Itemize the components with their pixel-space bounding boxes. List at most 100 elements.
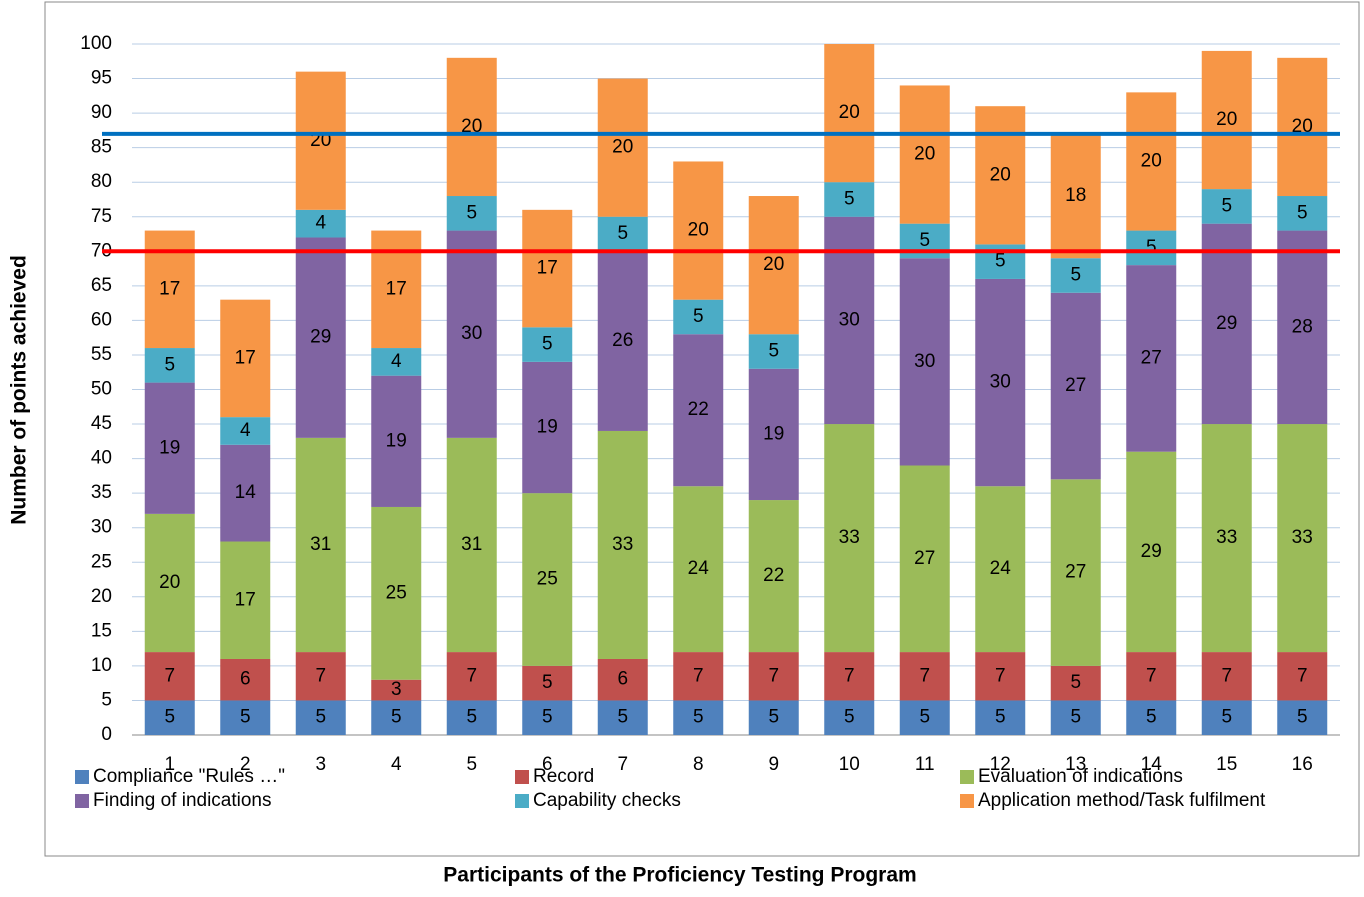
bar-segment [295,700,346,735]
data-label: 7 [466,665,477,686]
data-label: 20 [990,164,1011,185]
data-label: 27 [1065,562,1086,583]
data-label: 5 [240,707,251,728]
y-tick-label: 10 [91,655,112,676]
bar-segment [1050,292,1101,480]
data-label: 27 [914,548,935,569]
bar-segment [295,209,346,238]
bar-segment [597,700,648,735]
data-label: 7 [844,665,855,686]
data-label: 20 [914,144,935,165]
bar-segment [1050,133,1101,259]
bar-segment [144,513,195,653]
bar-segment [597,430,648,659]
data-label: 7 [919,665,930,686]
y-tick-label: 15 [91,620,112,641]
data-label: 5 [542,334,553,355]
data-label: 3 [391,679,402,700]
bar-segment [597,658,648,701]
bar-segment [371,700,422,735]
data-label: 5 [1221,707,1232,728]
y-tick-label: 45 [91,413,112,434]
legend-label: Compliance "Rules …" [93,766,285,787]
data-label: 24 [688,558,710,579]
bar-segment [446,230,497,438]
data-label: 7 [164,665,175,686]
data-label: 5 [995,707,1006,728]
bar-segment [597,216,648,252]
bar-segment [220,444,271,542]
legend-swatch [960,770,974,784]
bar-segment [1126,700,1177,735]
data-label: 25 [386,582,407,603]
data-label: 28 [1292,316,1313,337]
data-label: 33 [612,534,633,555]
bar-segment [371,679,422,701]
y-tick-label: 35 [91,482,112,503]
data-label: 5 [768,707,779,728]
x-tick-label: 5 [466,754,477,775]
bar-segment [220,541,271,659]
bar-segment [1201,50,1252,190]
x-tick-label: 8 [693,754,704,775]
data-label: 31 [461,534,482,555]
bar-segment [1277,700,1328,735]
y-tick-label: 85 [91,137,112,158]
legend-label: Evaluation of indications [978,766,1183,787]
bar-segment [295,237,346,438]
data-label: 5 [995,251,1006,272]
data-label: 17 [159,278,180,299]
data-label: 5 [391,707,402,728]
data-label: 19 [386,430,407,451]
y-tick-label: 30 [91,517,112,538]
bar-segment [522,493,573,666]
data-label: 33 [1292,527,1313,548]
data-label: 31 [310,534,331,555]
bar-segment [1277,57,1328,197]
data-label: 30 [914,351,935,372]
bar-segment [673,299,724,335]
data-label: 20 [1292,116,1313,137]
chart-border [44,1,1360,857]
y-tick-label: 60 [91,309,112,330]
data-label: 20 [839,102,860,123]
data-label: 5 [1146,707,1157,728]
x-tick-label: 14 [1141,754,1163,775]
data-label: 30 [839,309,860,330]
data-label: 14 [235,482,257,503]
bar-segment [220,417,271,445]
data-label: 29 [310,327,331,348]
data-label: 5 [466,707,477,728]
y-tick-label: 55 [91,344,112,365]
bar-segment [144,348,195,383]
x-tick-label: 9 [768,754,779,775]
bar-segment [673,334,724,487]
bar-segment [748,196,799,335]
y-tick-label: 80 [91,171,112,192]
bar-segment [522,665,573,701]
data-label: 5 [693,306,704,327]
bar-segment [144,652,195,701]
bar-segment [597,78,648,217]
bar-segment [446,196,497,231]
bar-segment [899,652,950,701]
bar-segment [220,658,271,701]
legend-label: Finding of indications [93,790,272,811]
bar-segment [748,500,799,653]
data-label: 5 [1221,195,1232,216]
bar-segment [1050,665,1101,701]
bar-segment [1050,700,1101,735]
data-label: 5 [542,707,553,728]
bar-segment [522,700,573,735]
data-label: 33 [839,527,860,548]
x-tick-label: 16 [1292,754,1313,775]
bar-segment [522,327,573,362]
bar-segment [824,424,875,653]
bar-segment [975,700,1026,735]
y-tick-label: 40 [91,448,112,469]
data-label: 5 [844,188,855,209]
y-tick-label: 65 [91,275,112,296]
bar-segment [1126,652,1177,701]
data-label: 5 [164,707,175,728]
